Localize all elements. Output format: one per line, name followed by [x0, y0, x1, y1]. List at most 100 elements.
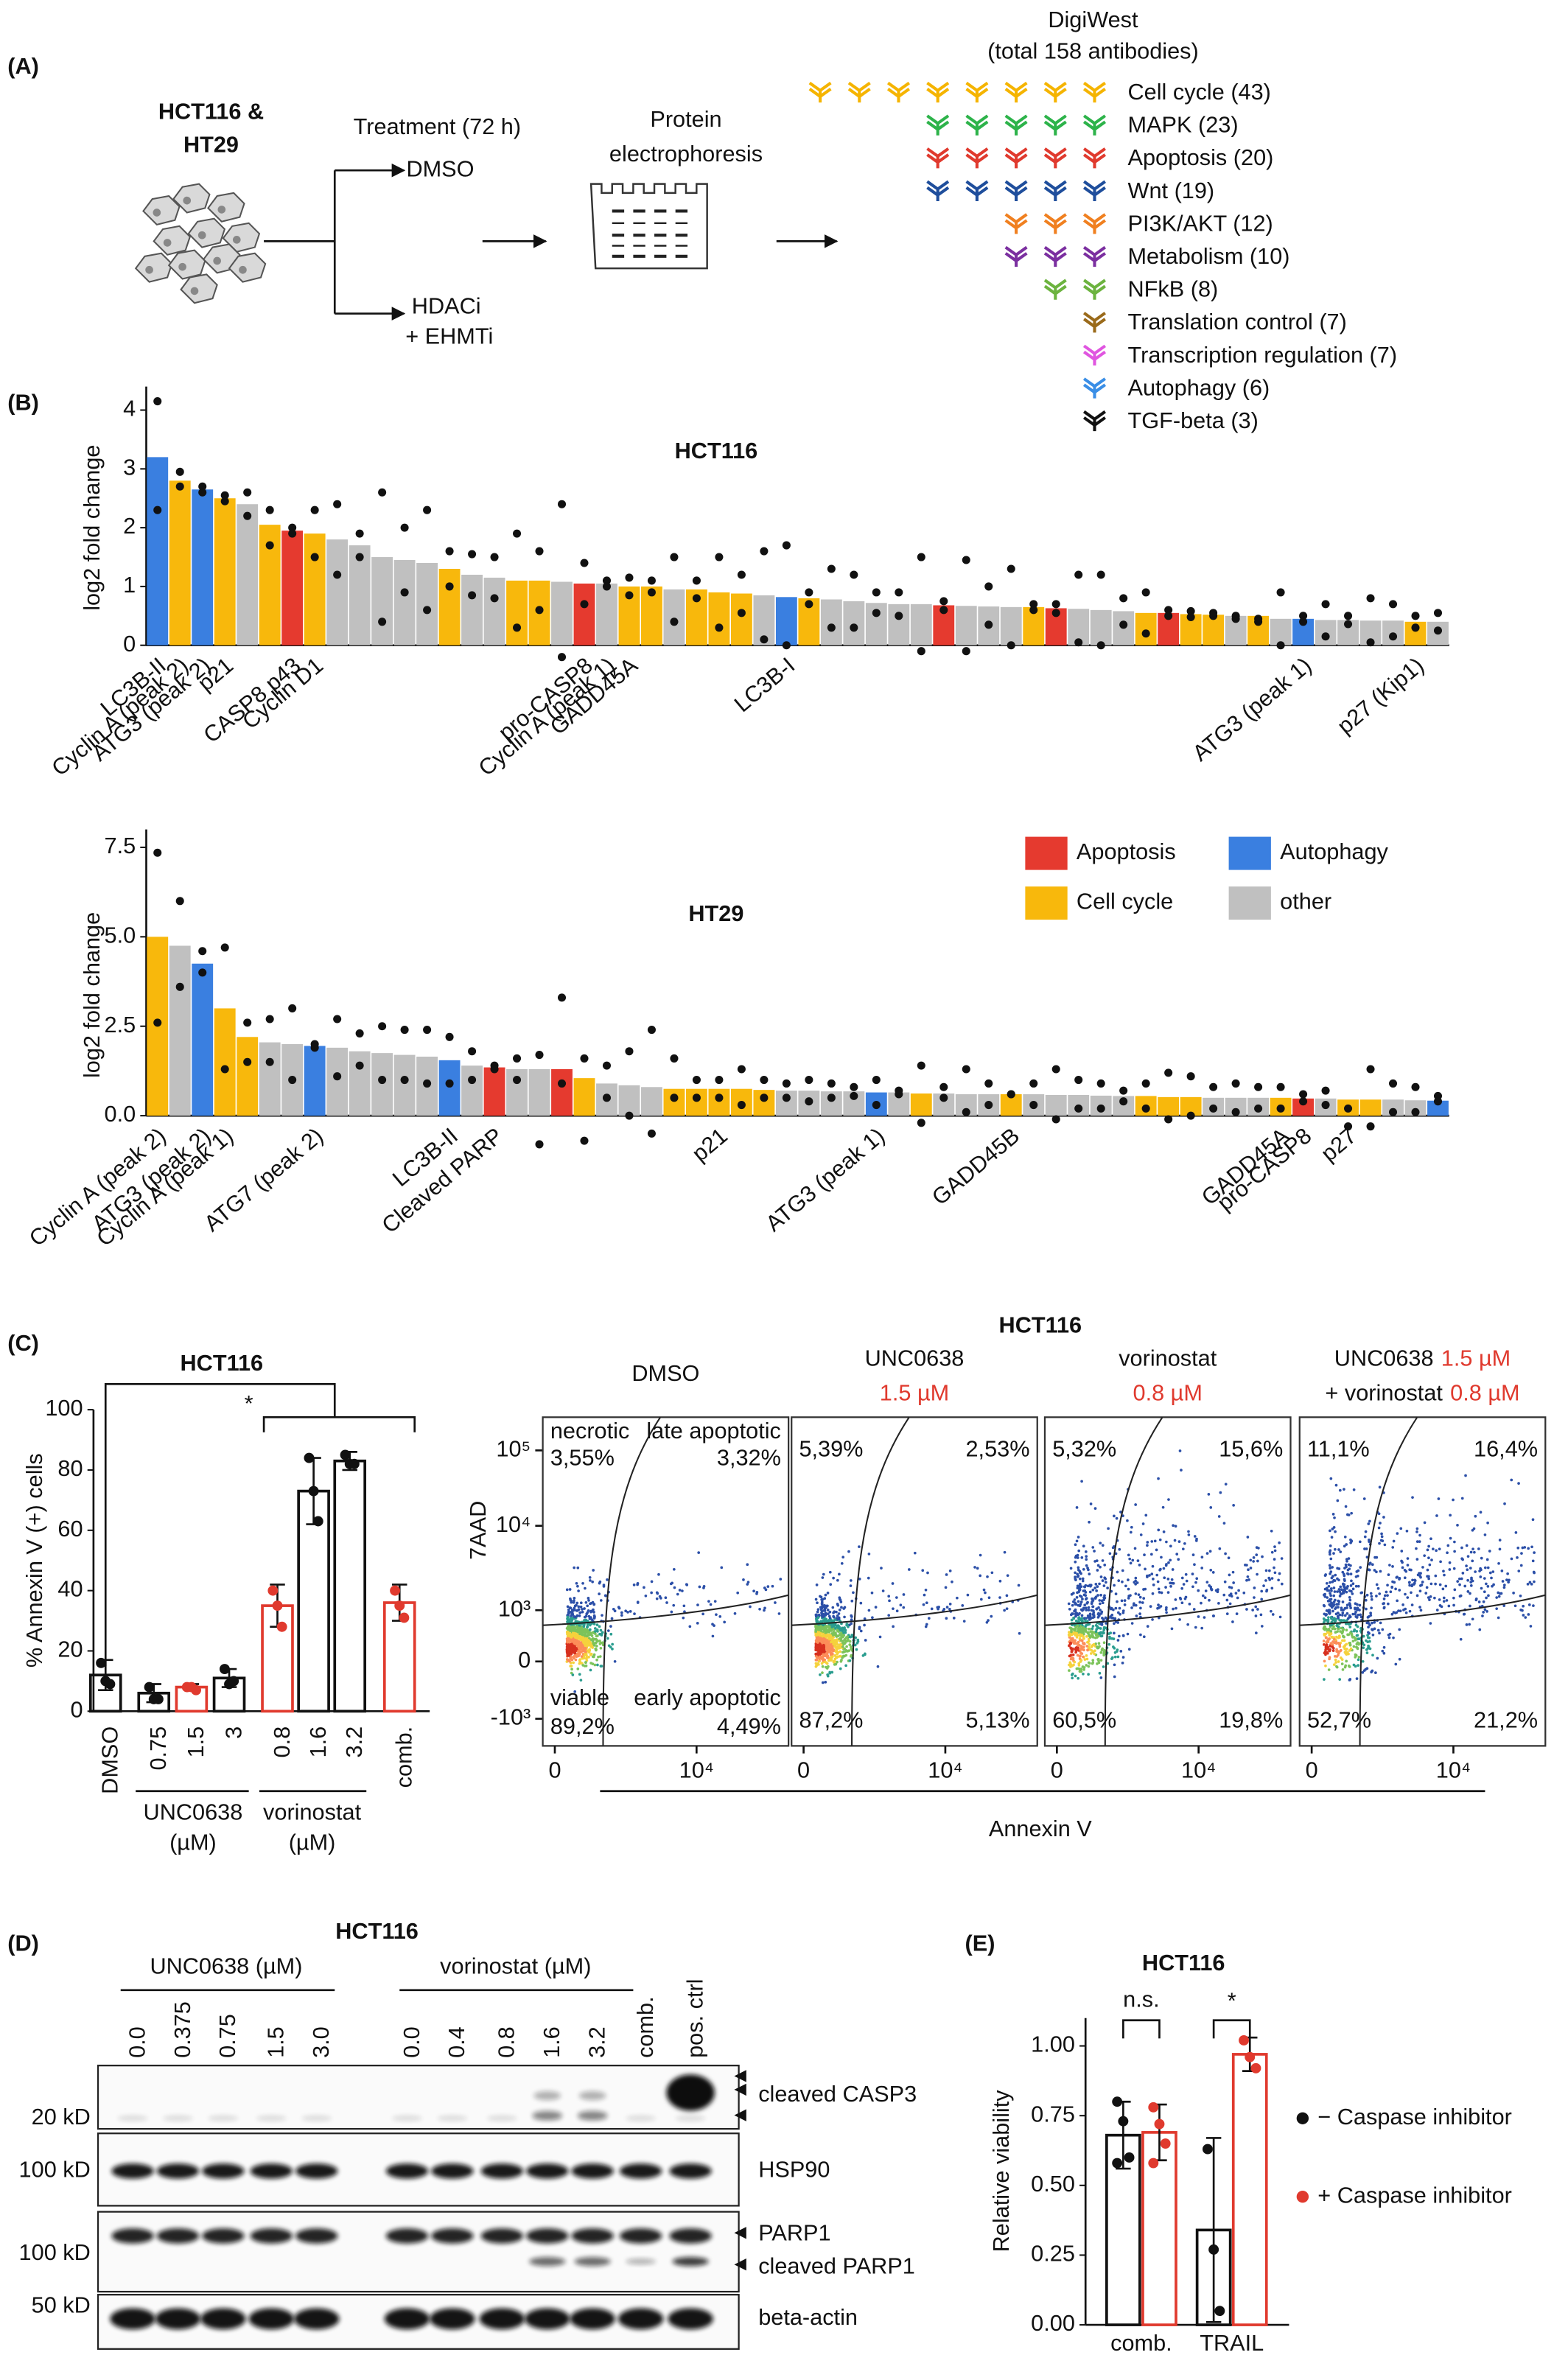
event-dot	[1349, 1647, 1353, 1651]
antibody-icon	[1043, 279, 1067, 300]
event-dot	[1191, 1585, 1194, 1589]
blot-band	[430, 2308, 475, 2330]
event-dot	[588, 1617, 592, 1620]
event-dot	[944, 1586, 948, 1589]
event-dot	[1095, 1589, 1098, 1592]
event-dot	[1354, 1656, 1357, 1659]
event-dot	[1102, 1628, 1106, 1631]
event-dot	[815, 1658, 819, 1662]
event-dot	[1080, 1639, 1084, 1642]
event-dot	[1326, 1619, 1329, 1622]
event-dot	[1423, 1554, 1427, 1558]
event-dot	[1438, 1547, 1441, 1550]
blot-band	[384, 2308, 430, 2330]
event-dot	[1074, 1651, 1077, 1654]
event-dot	[1342, 1590, 1345, 1594]
event-dot	[566, 1645, 569, 1648]
event-dot	[1423, 1521, 1427, 1525]
event-dot	[831, 1638, 835, 1642]
event-dot	[567, 1649, 570, 1652]
heading-part: 1.5 µM	[880, 1380, 949, 1406]
event-dot	[836, 1655, 839, 1659]
event-dot	[1343, 1572, 1345, 1576]
event-dot	[1502, 1586, 1506, 1589]
panel-heading: UNC0638 1.5 µM	[1334, 1346, 1511, 1371]
event-dot	[1415, 1594, 1419, 1598]
event-dot	[1382, 1645, 1386, 1649]
replicate-dot	[310, 1043, 319, 1052]
event-dot	[1497, 1561, 1500, 1565]
event-dot	[888, 1599, 891, 1603]
replicate-dot	[490, 553, 499, 561]
replicate-dot	[400, 1076, 409, 1085]
event-dot	[594, 1647, 598, 1651]
event-dot	[1334, 1661, 1337, 1664]
event-dot	[835, 1610, 838, 1614]
blot-band	[117, 2115, 148, 2121]
event-dot	[1398, 1578, 1401, 1581]
event-dot	[1070, 1673, 1074, 1676]
event-dot	[1390, 1612, 1394, 1616]
event-dot	[589, 1623, 592, 1627]
replicate-dot	[1164, 1115, 1173, 1124]
event-dot	[1341, 1668, 1345, 1671]
event-dot	[650, 1591, 653, 1595]
event-dot	[1424, 1592, 1428, 1595]
event-dot	[1077, 1536, 1080, 1539]
replicate-dot	[602, 582, 612, 591]
event-dot	[1438, 1583, 1442, 1586]
lane-label: 1.5	[263, 2026, 289, 2058]
event-dot	[848, 1643, 852, 1646]
bar	[663, 1088, 685, 1116]
event-dot	[843, 1626, 846, 1629]
event-dot	[1082, 1645, 1085, 1649]
event-dot	[1330, 1576, 1334, 1580]
event-dot	[576, 1566, 580, 1570]
cell-icon	[167, 249, 206, 280]
event-dot	[1123, 1599, 1127, 1602]
event-dot	[1497, 1591, 1500, 1595]
event-dot	[1180, 1469, 1183, 1472]
event-dot	[1328, 1656, 1331, 1659]
event-dot	[573, 1614, 575, 1618]
replicate-dot	[220, 943, 229, 952]
event-dot	[1127, 1648, 1131, 1651]
event-dot	[587, 1651, 591, 1654]
event-dot	[819, 1595, 822, 1598]
event-dot	[683, 1610, 686, 1614]
event-dot	[620, 1611, 623, 1614]
event-dot	[874, 1606, 878, 1609]
blot-band	[626, 2115, 657, 2121]
replicate-dot	[1148, 2102, 1159, 2113]
replicate-dot	[1119, 1086, 1128, 1095]
event-dot	[816, 1641, 819, 1644]
event-dot	[1356, 1603, 1359, 1606]
event-dot	[1254, 1605, 1258, 1609]
event-dot	[1415, 1558, 1419, 1561]
event-dot	[1077, 1566, 1080, 1570]
replicate-dot	[198, 482, 207, 491]
event-dot	[1157, 1528, 1161, 1532]
replicate-dot	[1321, 1101, 1330, 1110]
replicate-dot	[1254, 617, 1263, 626]
event-dot	[1519, 1594, 1522, 1598]
event-dot	[1361, 1659, 1365, 1663]
antibody-icon	[1043, 180, 1067, 201]
event-dot	[1342, 1634, 1345, 1638]
event-dot	[1394, 1587, 1397, 1591]
x-tick-label: 10⁴	[1436, 1757, 1471, 1782]
event-dot	[826, 1609, 830, 1612]
bar	[551, 1068, 573, 1116]
event-dot	[1471, 1559, 1474, 1563]
event-dot	[836, 1660, 839, 1664]
event-dot	[1134, 1579, 1137, 1583]
lane-label: 0.75	[214, 2014, 240, 2058]
event-dot	[1331, 1645, 1334, 1648]
event-dot	[1356, 1634, 1359, 1637]
event-dot	[1351, 1582, 1355, 1586]
event-dot	[858, 1626, 861, 1629]
event-dot	[1245, 1564, 1248, 1567]
antibody-icon	[808, 81, 832, 103]
event-dot	[584, 1664, 588, 1668]
event-dot	[1108, 1635, 1111, 1639]
